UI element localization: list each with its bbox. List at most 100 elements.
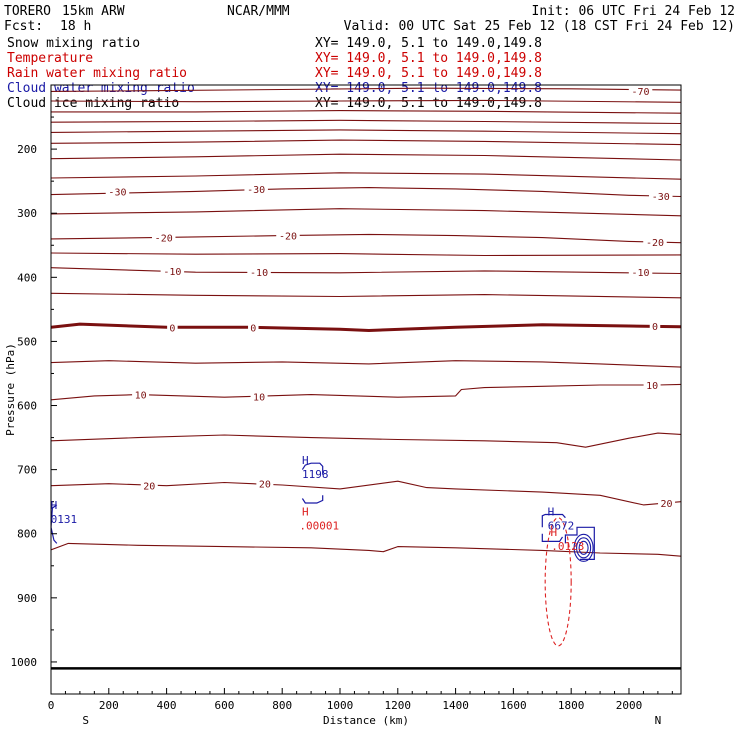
x-axis-tick-label: 1400 [442, 699, 469, 712]
y-axis-tick-label: 600 [17, 400, 37, 413]
cloud-water-ring [578, 540, 589, 555]
isotherm-label-bg [658, 496, 676, 509]
isotherm-label-text: -30 [247, 185, 265, 196]
isotherm-label-bg [643, 236, 667, 249]
cloud-water-ring [573, 533, 594, 562]
isotherm-line [51, 252, 681, 257]
isotherm-label: 10 [250, 390, 268, 404]
isotherm-label: -30 [105, 185, 130, 198]
x-axis-tick-label: 0 [48, 699, 55, 712]
cloud-water-contour [51, 504, 58, 544]
isotherm-label-text: -10 [250, 268, 268, 279]
cloud-water-contour [541, 513, 566, 528]
x-axis-label: Distance (km) [323, 714, 409, 727]
isotherm-label-layer: -70 -30 -30 -30 -20 -20 -20 -10 -10 -10 0 0 0 10 10 10 2… [105, 84, 676, 510]
cloud-water-max-value: 1198 [302, 468, 329, 481]
isotherm-label-text: 20 [661, 499, 673, 510]
isotherm-line [51, 432, 681, 448]
field-name: Rain water mixing ratio [7, 66, 187, 81]
rain-water-layer [544, 517, 572, 647]
y-axis-tick-label: 500 [17, 335, 37, 348]
x-axis-tick-label: 200 [99, 699, 119, 712]
field-name: Cloud ice mixing ratio [7, 96, 179, 111]
model-resolution: 15km ARW [62, 4, 125, 19]
isotherm-label: 0 [248, 321, 259, 334]
y-axis-tick-label: 400 [17, 271, 37, 284]
isotherm-label-bg [244, 182, 268, 195]
isotherm-label: -10 [160, 264, 185, 278]
cloud-water-ring [576, 537, 592, 559]
x-axis: 0 200 400 600 800 1000 1200 1400 1600 1800 2000 [48, 688, 673, 712]
rain-water-max-value: .0123 [551, 540, 584, 553]
rain-water-max-marker: H [302, 505, 309, 518]
rain-water-contour [544, 517, 572, 647]
y-axis-tick-label: 800 [17, 528, 37, 541]
y-axis-tick-label: 300 [17, 207, 37, 220]
rain-water-max-value: .00001 [299, 519, 339, 532]
y-axis-tick-label: 700 [17, 464, 37, 477]
isotherm-line [51, 542, 681, 557]
fcst-value: 18 h [60, 19, 91, 34]
x-axis-left-label: S [82, 714, 89, 727]
isotherm-label-bg [649, 189, 673, 202]
field-xy: XY= 149.0, 5.1 to 149.0,149.8 [315, 51, 542, 66]
isotherm-label-text: 20 [259, 480, 271, 491]
isotherm-label: -30 [649, 189, 673, 203]
valid-time: Valid: 00 UTC Sat 25 Feb 12 (18 CST Fri … [344, 19, 735, 34]
isotherm-line [51, 129, 681, 135]
model-name: TORERO [4, 4, 51, 19]
isotherm-label-bg [167, 321, 178, 334]
isotherm-label-text: -30 [108, 187, 126, 198]
x-axis-right-label: N [655, 714, 662, 727]
isotherm-line [51, 233, 681, 244]
isotherm-label-text: -10 [632, 268, 650, 279]
isotherm-label-bg [276, 229, 300, 242]
center-name: NCAR/MMM [227, 4, 290, 19]
isotherm-label: -10 [247, 266, 271, 279]
x-axis-tick-label: 400 [157, 699, 177, 712]
plot-frame [50, 84, 682, 695]
x-axis-tick-label: 1600 [500, 699, 527, 712]
cloud-water-max-marker: H [548, 505, 555, 518]
isotherm-line [51, 119, 681, 125]
isotherm-label: 20 [658, 496, 676, 510]
y-axis-tick-label: 900 [17, 592, 37, 605]
isotherm-line [51, 87, 681, 92]
isotherm-label: -20 [151, 231, 176, 245]
cloud-water-max-value: 0131 [51, 513, 78, 526]
isotherm-label-text: 10 [253, 393, 265, 404]
isotherm-label-bg [250, 390, 268, 403]
field-name: Temperature [7, 51, 93, 66]
header: TORERO 15km ARW NCAR/MMM Init: 06 UTC Fr… [4, 4, 735, 34]
y-axis-tick-label: 200 [17, 143, 37, 156]
cloud-water-contour [301, 462, 324, 475]
isotherm-label: -20 [276, 229, 300, 243]
cloud-water-contour [541, 533, 564, 543]
x-axis-tick-label: 2000 [616, 699, 643, 712]
isotherm-label: -20 [643, 236, 667, 249]
isotherm-label-text: 0 [250, 323, 256, 334]
field-xy: XY= 149.0, 5.1 to 149.0,149.8 [315, 36, 542, 51]
isotherm-label-bg [643, 379, 661, 392]
y-axis: 200 300 400 500 600 700 800 900 1000 [11, 116, 57, 695]
isotherm-label-bg [256, 477, 274, 490]
init-time: Init: 06 UTC Fri 24 Feb 12 [532, 4, 736, 19]
isotherm-label-text: -70 [632, 87, 650, 98]
cloud-water-max-value: 6672 [548, 519, 575, 532]
isotherm-label-bg [105, 185, 130, 198]
isotherm-line [51, 208, 681, 217]
cloud-water-max-marker: H [302, 454, 309, 467]
isotherm-label-bg [140, 479, 158, 492]
isotherm-label-bg [247, 266, 271, 279]
isotherm-label-text: -20 [279, 232, 297, 243]
isotherm-label-bg [628, 266, 653, 279]
isotherm-label-bg [132, 388, 150, 401]
isotherm-line [51, 99, 681, 103]
isotherm-label-text: 0 [169, 323, 175, 334]
isotherm-line [51, 172, 681, 180]
isotherm-label: -10 [628, 266, 653, 279]
cloud-water-max-marker: H [51, 499, 58, 512]
isotherm-line [51, 322, 681, 332]
isotherm-label-bg [151, 231, 176, 244]
